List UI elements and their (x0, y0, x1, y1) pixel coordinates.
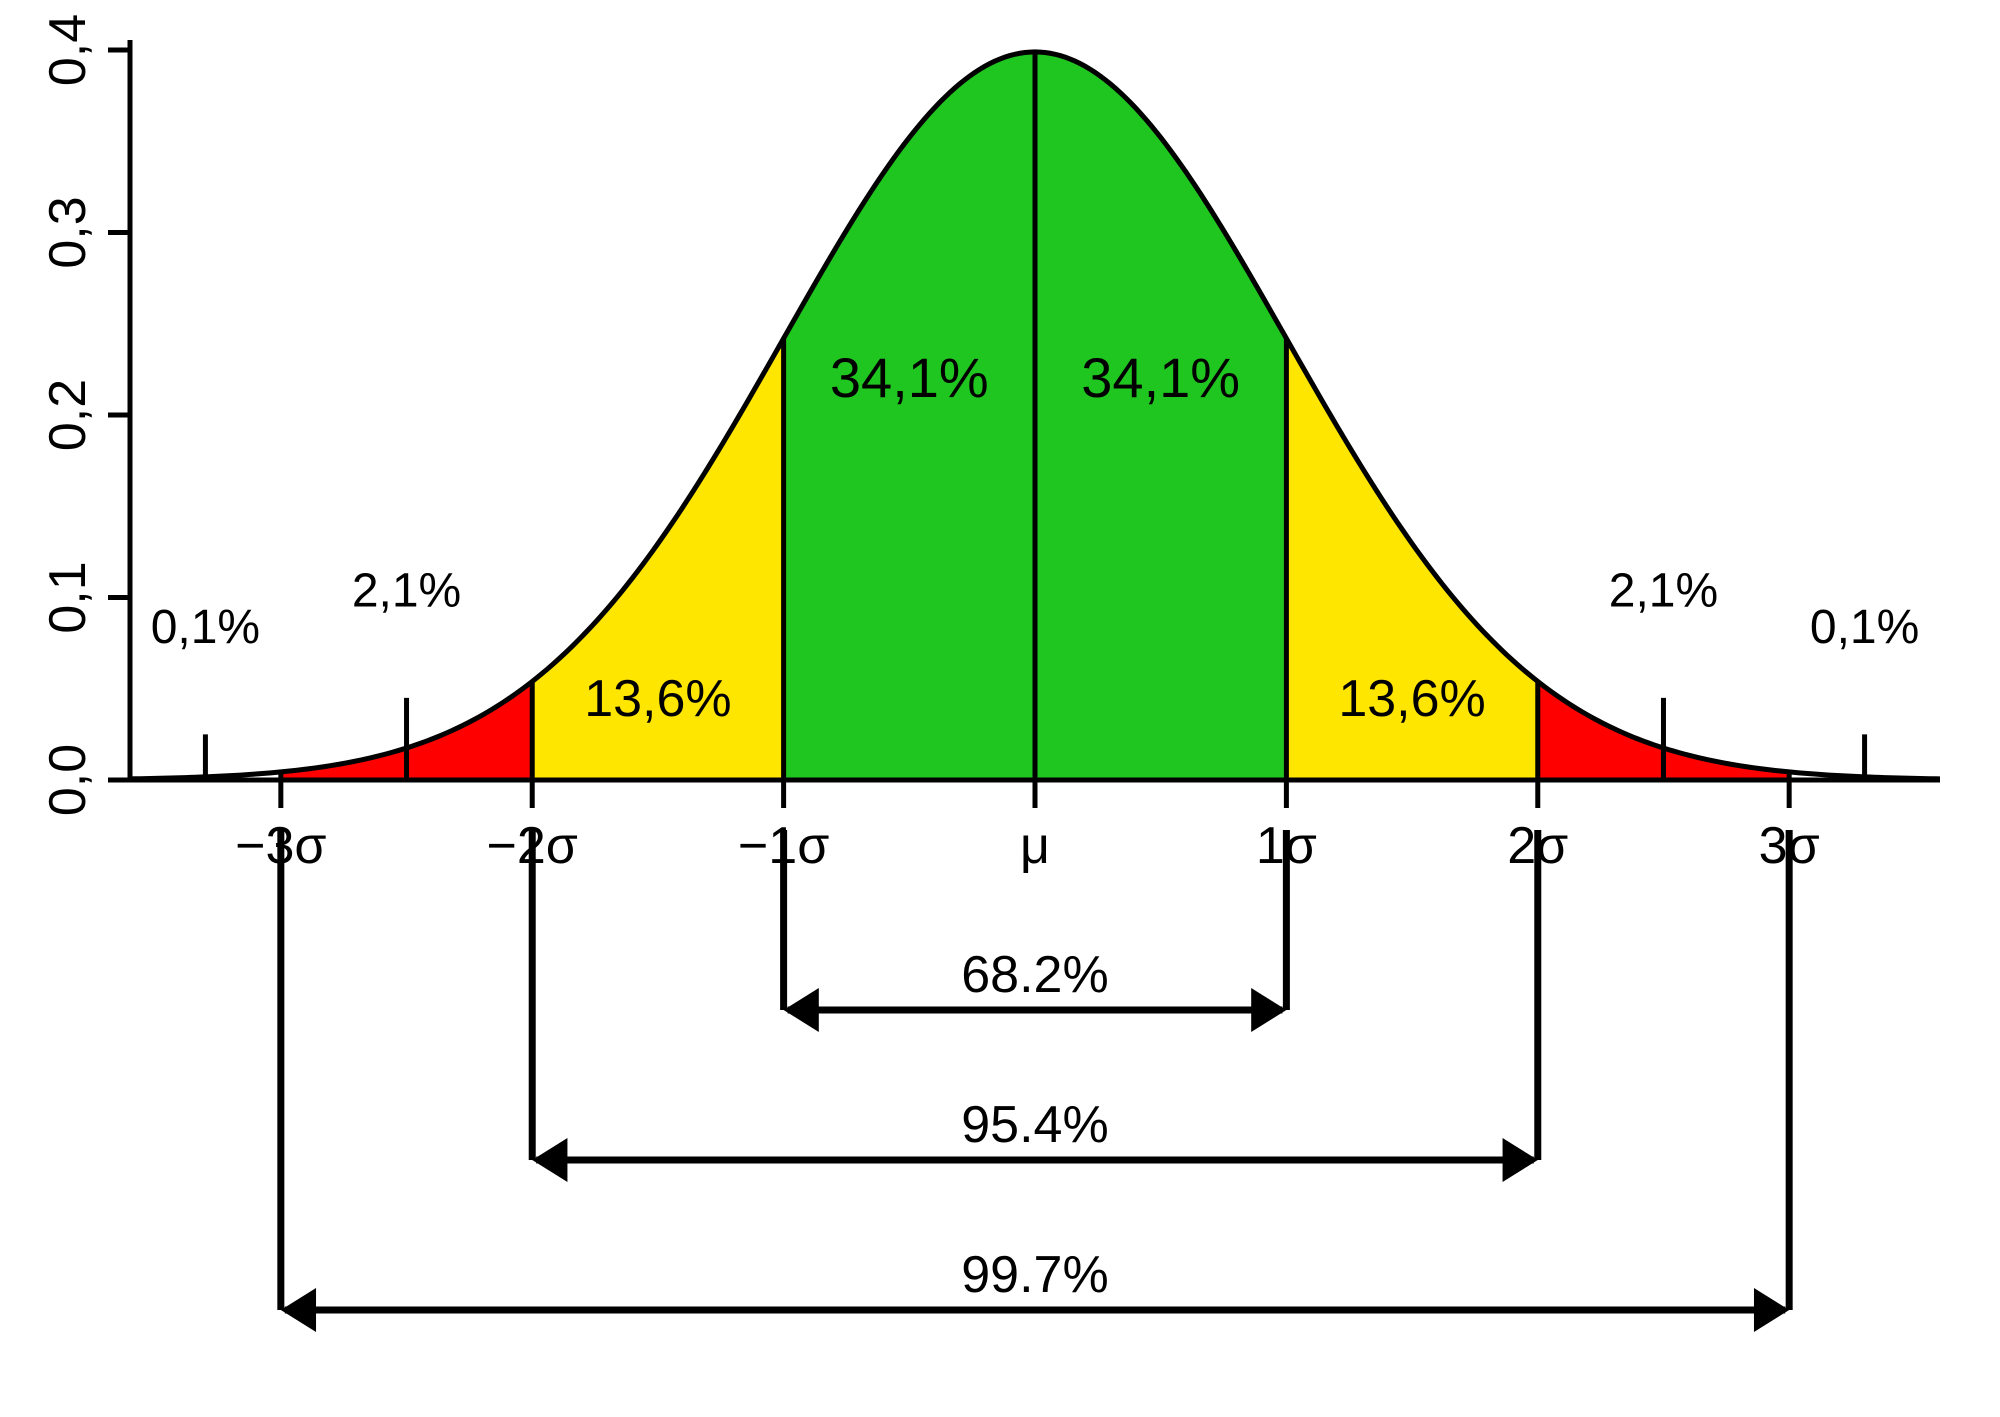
region-pct-2: 13,6% (584, 670, 731, 728)
region-pct-5: 13,6% (1338, 670, 1485, 728)
bracket-arrowhead-right-1 (1503, 1138, 1538, 1182)
x-tick-label-3: μ (1020, 817, 1050, 875)
bracket-label-1: 95.4% (961, 1096, 1108, 1154)
region-pct-4: 34,1% (1081, 346, 1240, 409)
normal-distribution-chart: 0,00,10,20,30,4−3σ−2σ−1σμ1σ2σ3σ0,1%2,1%1… (0, 0, 2000, 1417)
bracket-label-0: 68.2% (961, 946, 1108, 1004)
region-pct-6: 2,1% (1609, 565, 1718, 618)
region-pct-0: 0,1% (151, 601, 260, 654)
bracket-arrowhead-left-1 (532, 1138, 567, 1182)
y-tick-label-3: 0,3 (39, 196, 97, 268)
y-tick-label-1: 0,1 (39, 561, 97, 633)
y-tick-label-0: 0,0 (39, 744, 97, 816)
region-pct-3: 34,1% (830, 346, 989, 409)
bracket-label-2: 99.7% (961, 1246, 1108, 1304)
y-tick-label-4: 0,4 (39, 14, 97, 86)
bracket-arrowhead-right-0 (1251, 988, 1286, 1032)
region-pct-1: 2,1% (352, 565, 461, 618)
y-tick-label-2: 0,2 (39, 379, 97, 451)
region-3 (1035, 52, 1286, 780)
bracket-arrowhead-left-2 (281, 1288, 316, 1332)
bracket-arrowhead-right-2 (1754, 1288, 1789, 1332)
bracket-arrowhead-left-0 (784, 988, 819, 1032)
region-2 (784, 52, 1035, 780)
region-pct-7: 0,1% (1810, 601, 1919, 654)
